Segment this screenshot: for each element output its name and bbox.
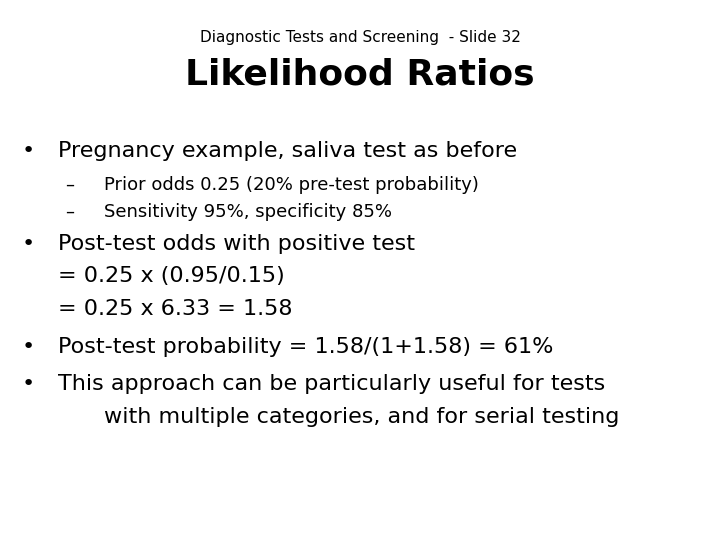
Text: = 0.25 x (0.95/0.15): = 0.25 x (0.95/0.15)	[58, 266, 284, 287]
Text: Diagnostic Tests and Screening  - Slide 32: Diagnostic Tests and Screening - Slide 3…	[199, 30, 521, 45]
Text: with multiple categories, and for serial testing: with multiple categories, and for serial…	[104, 407, 620, 427]
Text: Post-test probability = 1.58/(1+1.58) = 61%: Post-test probability = 1.58/(1+1.58) = …	[58, 336, 553, 357]
Text: Likelihood Ratios: Likelihood Ratios	[185, 58, 535, 91]
Text: •: •	[22, 141, 35, 161]
Text: = 0.25 x 6.33 = 1.58: = 0.25 x 6.33 = 1.58	[58, 299, 292, 319]
Text: This approach can be particularly useful for tests: This approach can be particularly useful…	[58, 374, 605, 395]
Text: –: –	[65, 202, 73, 221]
Text: •: •	[22, 336, 35, 357]
Text: –: –	[65, 176, 73, 194]
Text: Post-test odds with positive test: Post-test odds with positive test	[58, 234, 415, 254]
Text: •: •	[22, 374, 35, 395]
Text: Prior odds 0.25 (20% pre-test probability): Prior odds 0.25 (20% pre-test probabilit…	[104, 176, 480, 194]
Text: Pregnancy example, saliva test as before: Pregnancy example, saliva test as before	[58, 141, 517, 161]
Text: Sensitivity 95%, specificity 85%: Sensitivity 95%, specificity 85%	[104, 202, 392, 221]
Text: •: •	[22, 234, 35, 254]
